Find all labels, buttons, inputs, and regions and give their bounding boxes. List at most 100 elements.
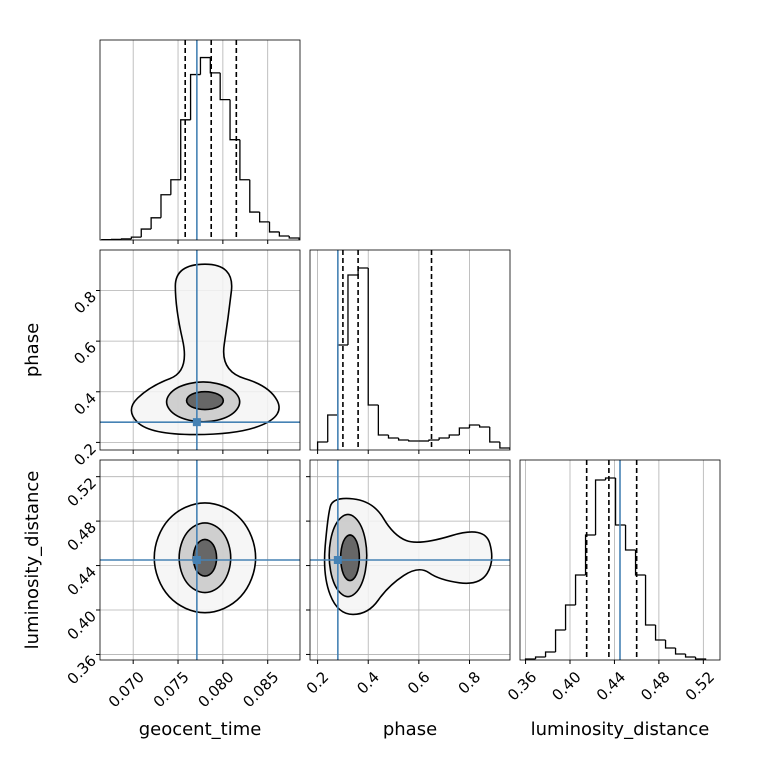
- x-tick-label: 0.36: [504, 668, 540, 704]
- y-axis-label: phase: [22, 323, 43, 377]
- y-tick-label: 0.48: [64, 518, 100, 554]
- hist-step: [249, 179, 260, 213]
- truth-marker: [333, 556, 342, 564]
- panel-frame: [309, 459, 511, 661]
- x-tick-label: 0.4: [353, 668, 383, 698]
- hist-step: [594, 479, 606, 535]
- hist-step: [150, 217, 161, 230]
- hist-step: [367, 268, 379, 406]
- hist-step: [534, 656, 546, 659]
- y-tick-label: 0.44: [64, 563, 100, 599]
- contour: [192, 538, 218, 577]
- hist-step: [130, 236, 142, 239]
- y-tick-label: 0.52: [64, 474, 100, 510]
- hist-step: [584, 534, 596, 575]
- x-tick-label: 0.070: [105, 668, 148, 711]
- y-tick-label: 0.40: [64, 607, 100, 643]
- panel-frame: [309, 249, 511, 451]
- x-tick-label: 0.6: [404, 668, 434, 698]
- y-tick-label: 0.2: [70, 440, 100, 470]
- panel-frame: [99, 39, 301, 241]
- hist-step: [604, 477, 616, 480]
- hist-step: [458, 427, 470, 435]
- hist-step: [170, 179, 181, 195]
- x-axis-label: geocent_time: [139, 719, 262, 740]
- y-tick-label: 0.36: [64, 652, 100, 688]
- hist-step: [397, 438, 409, 441]
- hist-step: [544, 651, 556, 657]
- x-tick-label: 0.2: [303, 668, 333, 698]
- hist-step: [694, 657, 707, 660]
- hist-step: [120, 238, 132, 240]
- hist-step: [564, 604, 576, 630]
- x-tick-label: 0.40: [548, 668, 584, 704]
- panel: [100, 460, 300, 660]
- hist-step: [219, 72, 231, 101]
- hist-step: [489, 427, 500, 443]
- truth-marker: [192, 556, 201, 564]
- x-tick-label: 0.080: [195, 668, 238, 711]
- hist-step: [448, 434, 460, 438]
- hist-step: [574, 574, 586, 605]
- contour: [185, 390, 225, 411]
- hist-step: [654, 625, 666, 641]
- hist-step: [674, 648, 686, 655]
- hist-step: [288, 235, 300, 240]
- x-axis-label: luminosity_distance: [531, 719, 710, 740]
- y-tick-label: 0.6: [70, 338, 100, 368]
- hist-step: [239, 139, 250, 181]
- hist-step: [209, 57, 221, 74]
- hist-step: [634, 550, 646, 576]
- hist-step: [268, 221, 280, 233]
- hist-step: [180, 119, 191, 180]
- y-tick-label: 0.8: [70, 288, 100, 318]
- hist-step: [554, 629, 566, 652]
- panel: [100, 250, 300, 450]
- contour: [323, 497, 493, 616]
- hist-step: [357, 267, 369, 275]
- contour: [130, 263, 280, 436]
- hist-step: [377, 405, 389, 436]
- hist-step: [428, 439, 440, 441]
- x-tick-label: 0.085: [239, 668, 282, 711]
- panel: [524, 460, 707, 660]
- panel-frame: [99, 459, 301, 661]
- hist-step: [684, 654, 696, 658]
- x-axis-label: phase: [383, 719, 437, 740]
- hist-step: [438, 437, 450, 440]
- hist-step: [327, 414, 338, 442]
- x-tick-label: 0.8: [455, 668, 485, 698]
- hist-step: [316, 441, 328, 450]
- x-tick-label: 0.52: [682, 668, 718, 704]
- hist-step: [644, 575, 656, 626]
- hist-step: [199, 56, 211, 75]
- hist-step: [614, 478, 626, 526]
- hist-step: [478, 425, 490, 428]
- hist-step: [258, 212, 270, 223]
- truth-marker: [192, 418, 201, 427]
- hist-step: [278, 231, 290, 237]
- panel-frame: [99, 249, 301, 451]
- hist-step: [189, 73, 201, 120]
- panel: [310, 460, 510, 660]
- x-tick-label: 0.075: [150, 668, 193, 711]
- hist-step: [229, 99, 240, 141]
- panel: [101, 40, 300, 240]
- x-tick-label: 0.44: [593, 668, 629, 704]
- panel: [316, 250, 510, 450]
- hist-step: [468, 424, 480, 428]
- panel-frame: [519, 459, 721, 661]
- hist-step: [499, 442, 510, 450]
- hist-step: [408, 440, 419, 442]
- x-tick-label: 0.48: [637, 668, 673, 704]
- hist-step: [664, 640, 676, 649]
- y-axis-label: luminosity_distance: [22, 471, 43, 650]
- y-tick-label: 0.4: [70, 389, 100, 419]
- hist-step: [140, 228, 152, 238]
- hist-step: [624, 525, 636, 551]
- hist-step: [387, 435, 399, 439]
- hist-step: [160, 194, 171, 218]
- contour: [339, 534, 361, 582]
- hist-step: [347, 274, 359, 345]
